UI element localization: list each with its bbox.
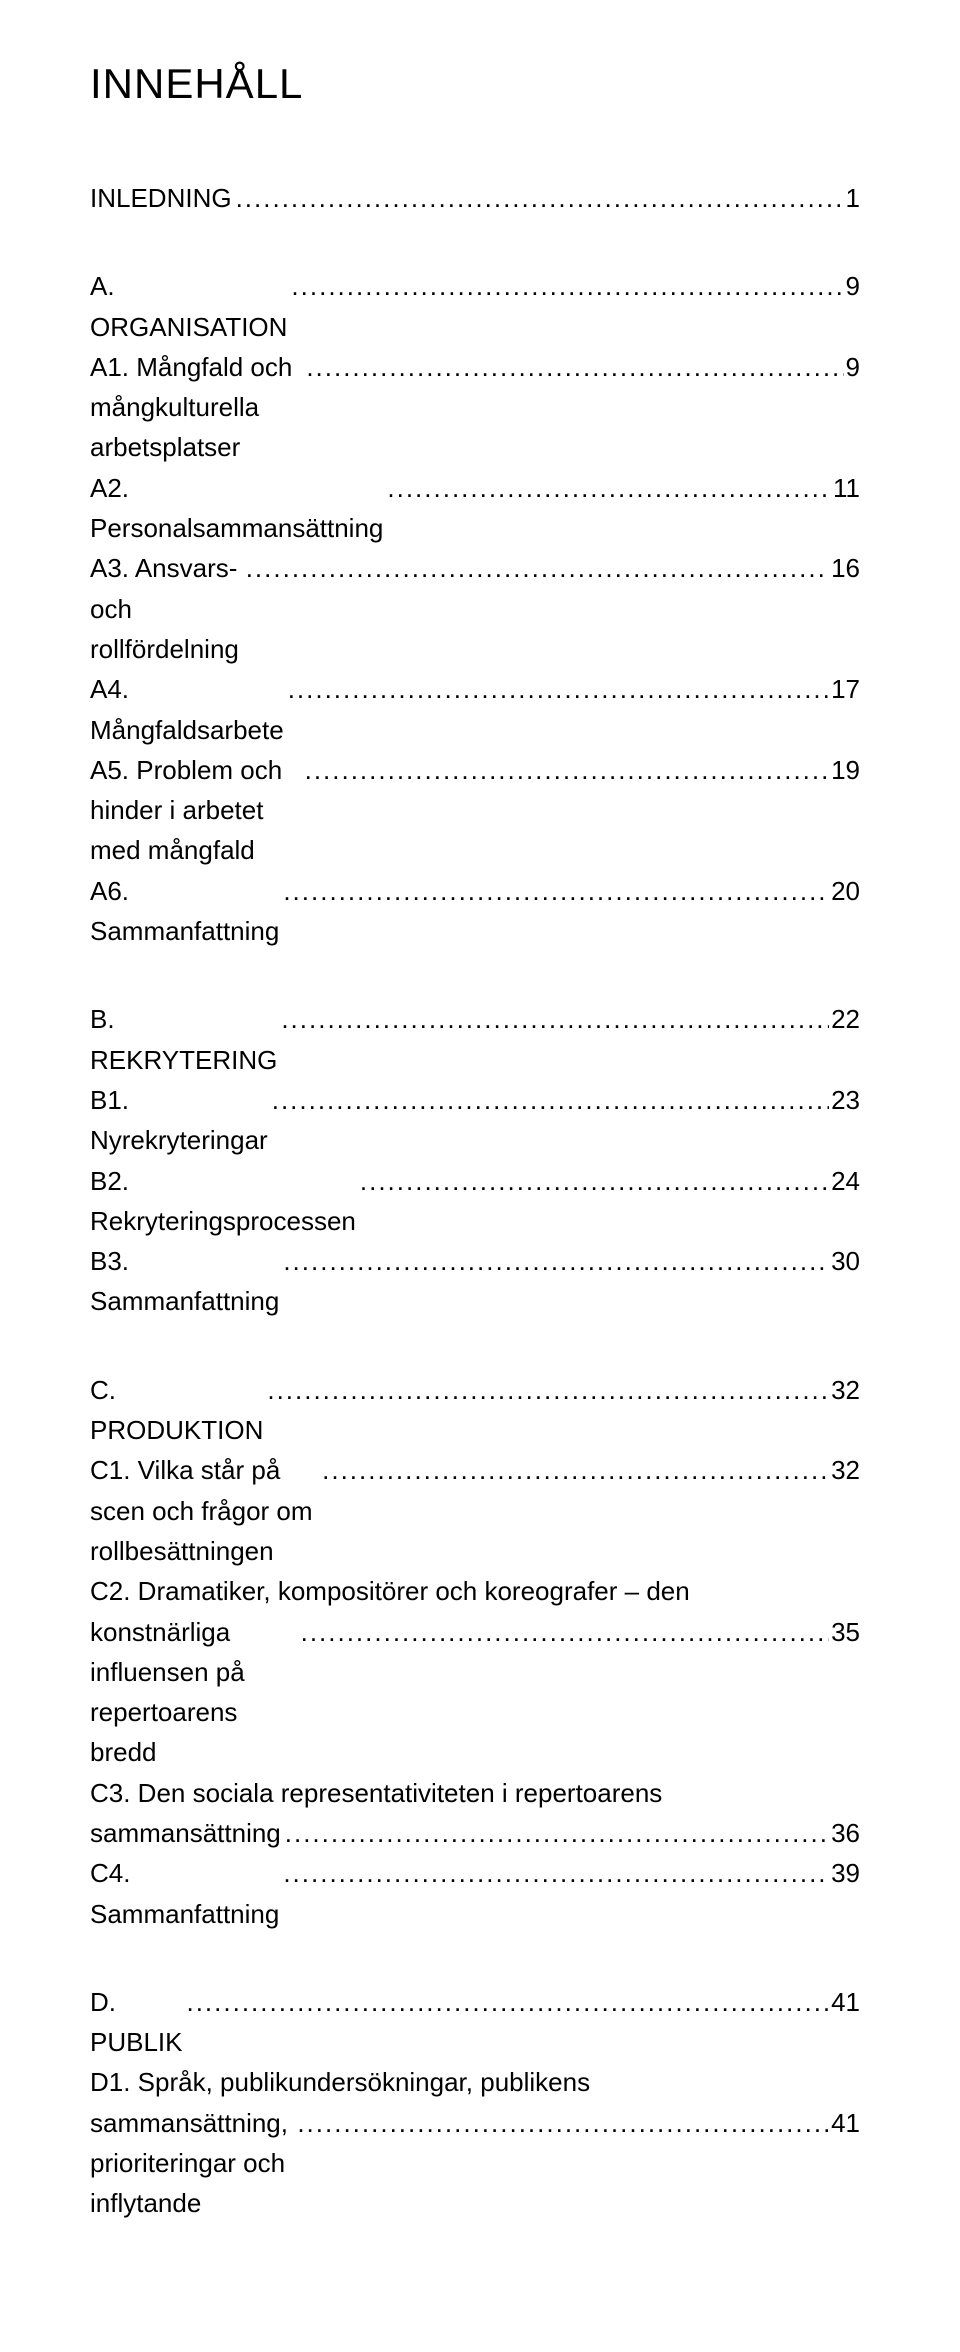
toc-label: A5. Problem och hinder i arbetet med mån…	[90, 750, 301, 871]
toc-row: A2. Personalsammansättning 11	[90, 468, 860, 549]
toc-leader	[279, 871, 829, 911]
toc-page: 23	[829, 1080, 860, 1120]
toc-row: A3. Ansvars- och rollfördelning 16	[90, 548, 860, 669]
page: INNEHÅLL INLEDNING1A. ORGANISATION 9A1. …	[0, 0, 960, 2352]
toc-label: C4. Sammanfattning	[90, 1853, 279, 1934]
toc-section: D. PUBLIK 41D1. Språk, publikundersöknin…	[90, 1982, 860, 2224]
toc-leader	[302, 347, 843, 387]
toc-section: C. PRODUKTION 32C1. Vilka står på scen o…	[90, 1370, 860, 1934]
toc-row: A6. Sammanfattning 20	[90, 871, 860, 952]
toc-leader	[232, 178, 844, 218]
toc-row: B. REKRYTERING 22	[90, 999, 860, 1080]
toc-label: C2. Dramatiker, kompositörer och koreogr…	[90, 1571, 860, 1611]
toc-label: D1. Språk, publikundersökningar, publike…	[90, 2062, 860, 2102]
toc-row: A. ORGANISATION 9	[90, 266, 860, 347]
toc-row: A4. Mångfaldsarbete 17	[90, 669, 860, 750]
toc-label: A6. Sammanfattning	[90, 871, 279, 952]
toc-label: B2. Rekryteringsprocessen	[90, 1161, 356, 1242]
toc-page: 9	[844, 266, 860, 306]
toc-label: D. PUBLIK	[90, 1982, 182, 2063]
toc-label: sammansättning, prioriteringar och infly…	[90, 2103, 293, 2224]
toc-page: 41	[829, 2103, 860, 2143]
toc-leader	[356, 1161, 829, 1201]
toc-page: 39	[829, 1853, 860, 1893]
toc-row: B3. Sammanfattning 30	[90, 1241, 860, 1322]
toc-section: B. REKRYTERING 22B1. Nyrekryteringar23B2…	[90, 999, 860, 1321]
toc-label: C. PRODUKTION	[90, 1370, 263, 1451]
toc-leader	[182, 1982, 829, 2022]
toc-row: A5. Problem och hinder i arbetet med mån…	[90, 750, 860, 871]
toc-label: A4. Mångfaldsarbete	[90, 669, 284, 750]
toc-leader	[242, 548, 829, 588]
toc-label: B3. Sammanfattning	[90, 1241, 279, 1322]
toc-leader	[297, 1612, 829, 1652]
toc-leader	[383, 468, 831, 508]
toc-label: konstnärliga influensen på repertoarens …	[90, 1612, 297, 1773]
toc-row: C. PRODUKTION 32	[90, 1370, 860, 1451]
toc-label: A2. Personalsammansättning	[90, 468, 383, 549]
page-title: INNEHÅLL	[90, 60, 860, 108]
toc-row: A1. Mångfald och mångkulturella arbetspl…	[90, 347, 860, 468]
toc-page: 9	[844, 347, 860, 387]
toc-page: 1	[844, 178, 860, 218]
toc-label: A1. Mångfald och mångkulturella arbetspl…	[90, 347, 302, 468]
toc-row: C2. Dramatiker, kompositörer och koreogr…	[90, 1571, 860, 1772]
toc-row: D. PUBLIK 41	[90, 1982, 860, 2063]
toc-leader	[284, 669, 829, 709]
toc-leader	[301, 750, 829, 790]
toc-section: A. ORGANISATION 9A1. Mångfald och mångku…	[90, 266, 860, 951]
toc-label: B1. Nyrekryteringar	[90, 1080, 268, 1161]
toc-leader	[277, 999, 829, 1039]
toc-leader	[279, 1241, 829, 1281]
toc-leader	[279, 1853, 829, 1893]
toc-page: 30	[829, 1241, 860, 1281]
toc-page: 35	[829, 1612, 860, 1652]
toc-page: 32	[829, 1370, 860, 1410]
toc-leader	[287, 266, 843, 306]
toc-container: INLEDNING1A. ORGANISATION 9A1. Mångfald …	[90, 178, 860, 2224]
toc-page: 11	[831, 468, 860, 508]
toc-page: 22	[829, 999, 860, 1039]
toc-page: 20	[829, 871, 860, 911]
toc-page: 16	[829, 548, 860, 588]
toc-leader	[318, 1450, 829, 1490]
toc-page: 32	[829, 1450, 860, 1490]
toc-page: 19	[829, 750, 860, 790]
toc-leader	[281, 1813, 829, 1853]
toc-label: C1. Vilka står på scen och frågor om rol…	[90, 1450, 318, 1571]
toc-page: 41	[829, 1982, 860, 2022]
toc-row: D1. Språk, publikundersökningar, publike…	[90, 2062, 860, 2223]
toc-label: A. ORGANISATION	[90, 266, 287, 347]
toc-label: B. REKRYTERING	[90, 999, 277, 1080]
toc-label: C3. Den sociala representativiteten i re…	[90, 1773, 860, 1813]
toc-row: C1. Vilka står på scen och frågor om rol…	[90, 1450, 860, 1571]
toc-row: C3. Den sociala representativiteten i re…	[90, 1773, 860, 1854]
toc-label: sammansättning	[90, 1813, 281, 1853]
toc-page: 17	[829, 669, 860, 709]
toc-page: 24	[829, 1161, 860, 1201]
toc-label: INLEDNING	[90, 178, 232, 218]
toc-row: B1. Nyrekryteringar 23	[90, 1080, 860, 1161]
toc-leader	[293, 2103, 829, 2143]
toc-leader	[268, 1080, 829, 1120]
toc-section: INLEDNING 1	[90, 178, 860, 218]
toc-row: INLEDNING 1	[90, 178, 860, 218]
toc-leader	[263, 1370, 829, 1410]
toc-page: 36	[829, 1813, 860, 1853]
toc-row: B2. Rekryteringsprocessen 24	[90, 1161, 860, 1242]
toc-row: C4. Sammanfattning 39	[90, 1853, 860, 1934]
toc-label: A3. Ansvars- och rollfördelning	[90, 548, 242, 669]
